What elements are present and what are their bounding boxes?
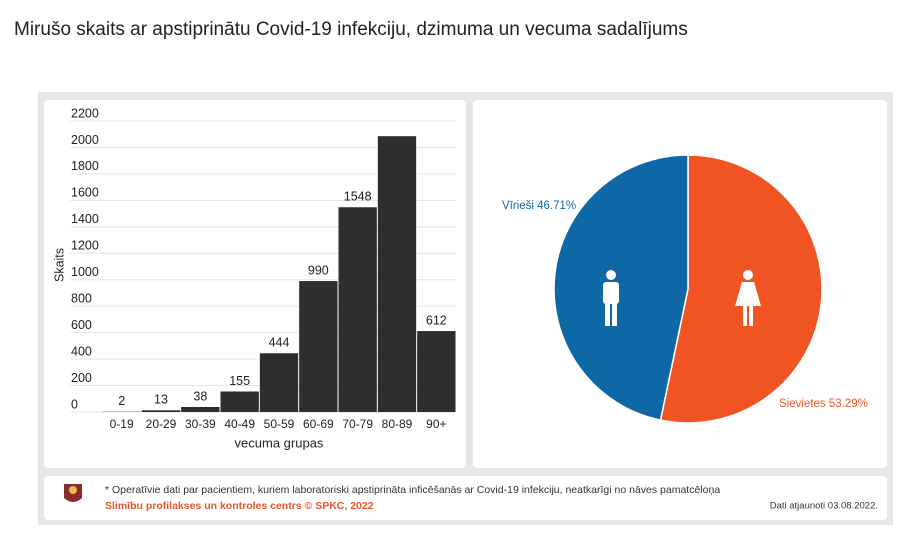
x-tick-label: 0-19 bbox=[110, 417, 134, 431]
value-label: 13 bbox=[154, 393, 168, 407]
value-label: 155 bbox=[229, 374, 250, 388]
logo bbox=[64, 484, 82, 502]
x-tick-label: 90+ bbox=[426, 417, 446, 431]
slice-category: Sievietes bbox=[779, 398, 826, 410]
bar bbox=[220, 391, 259, 412]
slice-value: 53.29% bbox=[829, 398, 868, 410]
y-tick-label: 1200 bbox=[71, 239, 99, 253]
y-axis-label: Skaits bbox=[52, 248, 66, 282]
y-tick-label: 0 bbox=[71, 397, 78, 411]
page-title: Mirušo skaits ar apstiprinātu Covid-19 i… bbox=[14, 19, 688, 40]
y-tick-label: 2200 bbox=[71, 106, 99, 120]
slice-label: Vīrieši 46.71% bbox=[502, 200, 576, 212]
x-axis-label: vecuma grupas bbox=[235, 435, 324, 450]
value-label: 38 bbox=[193, 389, 207, 403]
y-tick-label: 2000 bbox=[71, 133, 99, 147]
bar bbox=[141, 410, 181, 412]
footer-note: * Operatīvie dati par pacientiem, kuriem… bbox=[105, 484, 720, 496]
y-tick-label: 600 bbox=[71, 318, 92, 332]
bar bbox=[181, 406, 220, 412]
slice-category: Vīrieši bbox=[502, 200, 534, 212]
footer-card bbox=[44, 476, 887, 520]
bar bbox=[299, 281, 338, 412]
value-label: 990 bbox=[308, 263, 329, 277]
value-label: 612 bbox=[426, 313, 447, 327]
pie-slice bbox=[553, 154, 689, 422]
gender-icons bbox=[603, 270, 761, 326]
bar bbox=[417, 331, 456, 412]
x-tick-label: 20-29 bbox=[146, 417, 177, 431]
updated-date: Dati atjaunoti 03.08.2022. bbox=[770, 501, 878, 512]
y-tick-label: 400 bbox=[71, 344, 92, 358]
value-label: 1548 bbox=[344, 190, 372, 204]
y-tick-label: 1400 bbox=[71, 212, 99, 226]
value-label: 2 bbox=[118, 394, 125, 408]
y-tick-label: 1000 bbox=[71, 265, 99, 279]
bar bbox=[259, 353, 299, 412]
x-tick-label: 70-79 bbox=[342, 417, 373, 431]
y-tick-label: 200 bbox=[71, 371, 92, 385]
x-tick-label: 50-59 bbox=[264, 417, 295, 431]
slice-label: Sievietes 53.29% bbox=[779, 398, 868, 410]
value-label: 444 bbox=[269, 336, 290, 350]
y-tick-label: 1800 bbox=[71, 159, 99, 173]
x-tick-label: 80-89 bbox=[382, 417, 413, 431]
footer-source: Slimību profilakses un kontroles centrs … bbox=[105, 500, 374, 512]
x-tick-label: 60-69 bbox=[303, 417, 334, 431]
slice-value: 46.71% bbox=[537, 200, 576, 212]
bar bbox=[377, 136, 417, 412]
bar bbox=[338, 207, 377, 412]
x-tick-label: 30-39 bbox=[185, 417, 216, 431]
y-tick-label: 1600 bbox=[71, 186, 99, 200]
x-tick-label: 40-49 bbox=[224, 417, 255, 431]
y-tick-label: 800 bbox=[71, 291, 92, 305]
